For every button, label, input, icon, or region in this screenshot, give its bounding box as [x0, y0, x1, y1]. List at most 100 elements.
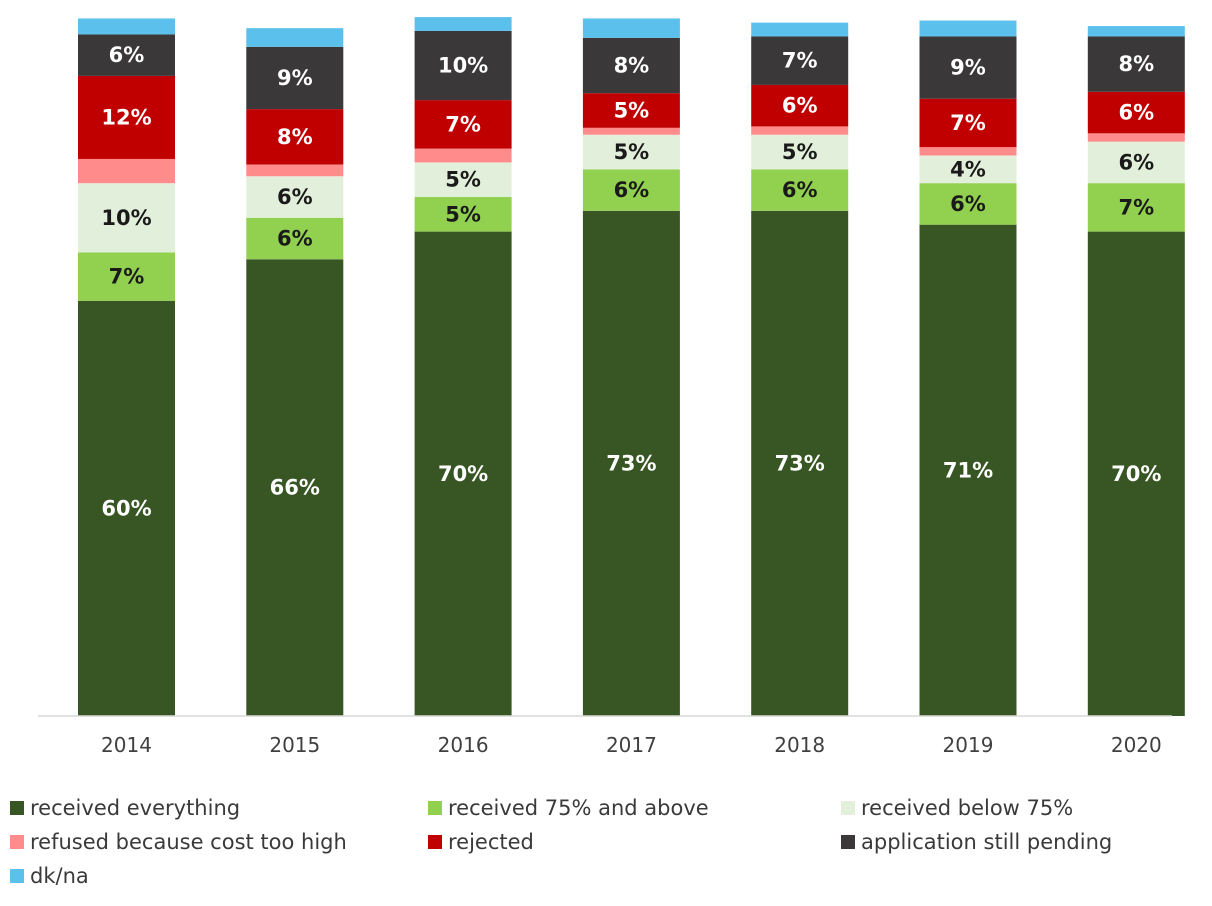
legend-label: received below 75% [861, 796, 1074, 820]
bar-segment [1087, 141, 1185, 184]
data-label: 7% [950, 111, 986, 135]
data-label: 71% [943, 458, 993, 482]
legend-swatch [10, 869, 24, 883]
bar-segment [751, 210, 849, 716]
data-label: 70% [438, 462, 488, 486]
bar-segment [751, 22, 849, 37]
bar-segment [246, 46, 344, 110]
legend-label: received 75% and above [448, 796, 709, 820]
bar-segment [919, 183, 1017, 225]
data-label: 4% [950, 157, 986, 181]
bar-segment [246, 164, 344, 177]
bar-segment [78, 158, 175, 184]
x-tick-labels: 2014 2015 2016 2017 2018 2019 2020 [101, 733, 1162, 757]
x-tick-label: 2015 [269, 733, 320, 757]
data-label: 5% [445, 202, 481, 226]
data-label: 5% [614, 140, 650, 164]
data-label: 70% [1111, 462, 1161, 486]
bar-segment [919, 155, 1017, 184]
data-label: 8% [1118, 52, 1154, 76]
x-tick-label: 2019 [943, 733, 994, 757]
data-label: 5% [445, 168, 481, 192]
bar-segment [582, 18, 680, 38]
legend-swatch [841, 801, 855, 815]
bar-segment [1087, 133, 1185, 142]
bar-segment [1087, 231, 1185, 716]
data-label: 6% [782, 94, 818, 118]
bar-segment [78, 75, 175, 159]
bar-segment [1087, 26, 1185, 37]
data-label: 8% [614, 54, 650, 78]
data-label: 6% [1118, 150, 1154, 174]
bar-segment [78, 34, 175, 76]
legend-swatch [841, 835, 855, 849]
bar-segment [751, 134, 849, 170]
bar-segment [246, 259, 344, 716]
x-tick-label: 2020 [1111, 733, 1162, 757]
bar-segment [582, 127, 680, 135]
bar-segment [919, 98, 1017, 148]
bar-segment [582, 210, 680, 716]
legend-item: application still pending [841, 829, 1112, 855]
data-label: 9% [277, 66, 313, 90]
bar-segment [919, 147, 1017, 156]
data-label: 9% [950, 56, 986, 80]
data-label: 6% [614, 178, 650, 202]
data-label: 8% [277, 125, 313, 149]
bar-segment [582, 37, 680, 94]
data-label: 7% [1118, 195, 1154, 219]
data-label: 7% [445, 112, 481, 136]
bar-segment [246, 109, 344, 165]
legend-label: application still pending [861, 830, 1113, 854]
legend-swatch [10, 835, 24, 849]
legend-item: dk/na [10, 863, 89, 889]
data-label: 66% [270, 476, 320, 500]
legend-item: rejected [428, 829, 534, 855]
bar-segment [414, 17, 512, 31]
legend-item: received 75% and above [428, 795, 709, 821]
data-label: 6% [277, 227, 313, 251]
bar-segment [1087, 36, 1185, 92]
bar-segment [78, 300, 175, 716]
bar-segment [414, 231, 512, 716]
data-label: 7% [109, 265, 145, 289]
bar-segment [1087, 91, 1185, 134]
bar-segment [751, 169, 849, 211]
bar-segment [582, 169, 680, 211]
bar-segment [414, 162, 512, 197]
data-label: 7% [782, 49, 818, 73]
bar-segment [246, 176, 344, 218]
data-label: 10% [438, 54, 488, 78]
legend-swatch [428, 801, 442, 815]
legend-item: received below 75% [841, 795, 1073, 821]
bar-segment [1087, 183, 1185, 232]
x-tick-label: 2014 [101, 733, 152, 757]
bars-layer: 60% 7% 10% 12% 6% 66% 6% 6% 8% 9% 70% 5% 5% 7% 10% 73% 6… [78, 17, 1185, 716]
bar-segment [751, 84, 849, 127]
data-label: 12% [101, 105, 151, 129]
bar-segment [919, 20, 1017, 37]
bar-segment [246, 28, 344, 47]
legend-label: rejected [448, 830, 534, 854]
x-tick-label: 2016 [438, 733, 489, 757]
bar-segment [751, 126, 849, 135]
data-label: 73% [606, 451, 656, 475]
bar-segment [78, 18, 175, 35]
bar-segment [582, 93, 680, 128]
legend-label: received everything [30, 796, 241, 820]
legend-swatch [428, 835, 442, 849]
data-label: 73% [775, 451, 825, 475]
legend-item: received everything [10, 795, 240, 821]
bar-segment [78, 183, 175, 253]
bar-segment [414, 197, 512, 232]
bar-segment [919, 36, 1017, 99]
legend-item: refused because cost too high [10, 829, 347, 855]
data-label: 5% [782, 140, 818, 164]
data-label: 6% [950, 192, 986, 216]
bar-segment [582, 134, 680, 170]
legend-label: dk/na [30, 864, 89, 888]
data-label: 5% [614, 99, 650, 123]
data-label: 6% [109, 43, 145, 67]
x-tick-label: 2017 [606, 733, 657, 757]
